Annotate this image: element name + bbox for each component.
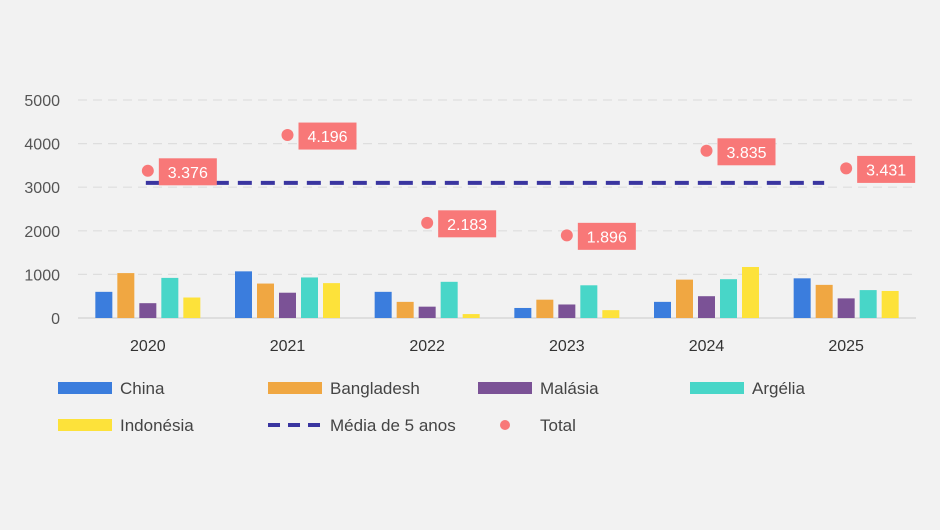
y-tick-label: 4000	[24, 137, 60, 154]
gridlines	[78, 99, 916, 319]
legend-swatch	[268, 382, 322, 394]
bar-malásia	[279, 292, 296, 318]
legend-swatch	[58, 382, 112, 394]
legend-label: Argélia	[752, 379, 805, 398]
bar-malásia	[837, 298, 855, 318]
bar-indonésia	[881, 290, 899, 318]
legend-label: Média de 5 anos	[330, 416, 456, 435]
total-dot	[281, 129, 294, 142]
y-tick-label: 5000	[24, 93, 60, 110]
bar-indonésia	[742, 266, 759, 318]
y-tick-label: 1000	[24, 267, 60, 284]
bar-malásia	[418, 306, 436, 318]
x-tick-label: 2020	[130, 338, 166, 355]
total-dot	[700, 144, 713, 157]
bar-bangladesh	[257, 283, 274, 318]
total-label-box	[857, 155, 916, 183]
y-axis: 0 1000 2000 3000 4000 5000	[24, 93, 60, 328]
bar-china	[654, 301, 671, 318]
bar-series	[95, 266, 899, 318]
total-label-box	[158, 158, 217, 186]
total-label: 3.835	[726, 145, 766, 162]
bar-bangladesh	[815, 284, 833, 318]
bar-china	[374, 291, 392, 318]
total-label: 4.196	[307, 129, 347, 146]
legend-label: China	[120, 379, 165, 398]
legend-label: Bangladesh	[330, 379, 420, 398]
bar-china	[793, 278, 811, 318]
legend-label: Indonésia	[120, 416, 194, 435]
x-tick-label: 2025	[828, 338, 864, 355]
bar-bangladesh	[396, 301, 414, 318]
bar-malásia	[698, 296, 715, 318]
total-label: 3.376	[168, 165, 208, 182]
x-tick-label: 2023	[549, 338, 585, 355]
bar-malásia	[558, 304, 576, 318]
bar-bangladesh	[536, 299, 554, 318]
bar-bangladesh	[676, 279, 693, 318]
y-tick-label: 2000	[24, 224, 60, 241]
y-tick-label: 3000	[24, 180, 60, 197]
x-tick-label: 2022	[409, 338, 445, 355]
total-label: 2.183	[447, 217, 487, 234]
bar-indonésia	[602, 310, 620, 318]
total-dot	[421, 216, 434, 229]
x-axis: 2020 2021 2022 2023 2024 2025	[130, 338, 864, 355]
bar-china	[235, 271, 252, 318]
total-label-box	[577, 222, 636, 250]
bar-argélia	[301, 277, 318, 318]
total-markers: 3.376 4.196 2.183 1.896 3.835 3.431	[141, 122, 916, 250]
legend-label: Total	[540, 416, 576, 435]
bar-indonésia	[323, 283, 340, 318]
bar-argélia	[161, 277, 179, 318]
bar-bangladesh	[117, 273, 135, 318]
bar-malásia	[139, 303, 157, 318]
bar-indonésia	[462, 314, 480, 318]
legend-label: Malásia	[540, 379, 599, 398]
x-tick-label: 2021	[270, 338, 306, 355]
legend-swatch	[690, 382, 744, 394]
bar-argélia	[720, 279, 737, 318]
total-label-box	[717, 138, 776, 166]
total-label-box	[298, 122, 357, 150]
legend-swatch	[58, 419, 112, 431]
total-dot	[141, 164, 154, 177]
bar-argélia	[440, 281, 458, 318]
legend-swatch-dot	[500, 420, 510, 430]
legend: China Bangladesh Malásia Argélia Indonésia Mé…	[58, 379, 805, 435]
total-label: 3.431	[866, 162, 906, 179]
bar-argélia	[580, 285, 598, 318]
x-tick-label: 2024	[689, 338, 725, 355]
bar-indonésia	[183, 297, 201, 318]
total-label-box	[438, 210, 497, 238]
y-tick-label: 0	[51, 311, 60, 328]
total-dot	[560, 229, 573, 242]
total-label: 1.896	[587, 229, 627, 246]
total-dot	[840, 162, 853, 175]
bar-argélia	[859, 290, 877, 318]
legend-swatch	[478, 382, 532, 394]
bar-china	[514, 307, 532, 318]
bar-china	[95, 291, 113, 318]
